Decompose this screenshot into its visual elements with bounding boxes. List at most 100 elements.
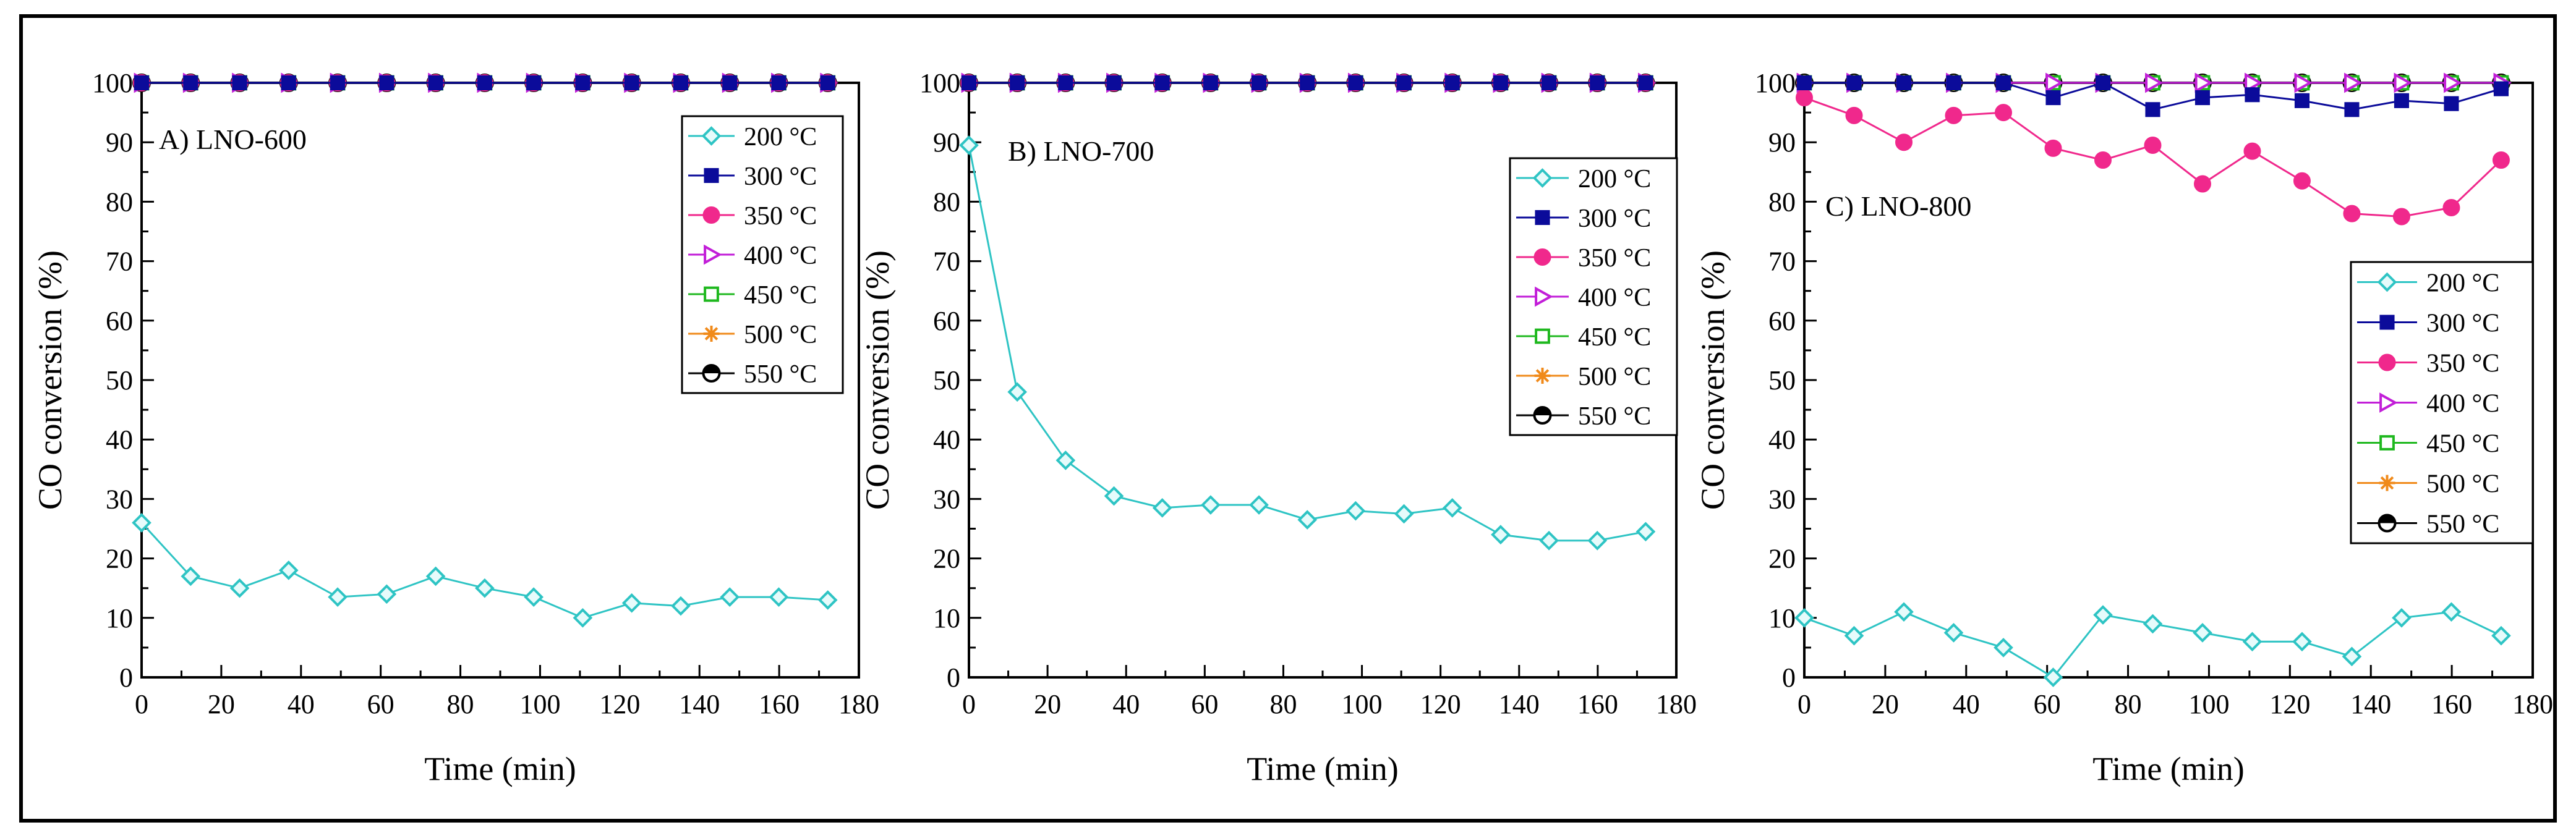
data-point [2344, 102, 2360, 117]
data-point [1945, 106, 1963, 124]
data-point [1995, 75, 2011, 91]
data-point [1106, 75, 1122, 91]
legend-label: 500 °C [744, 321, 817, 349]
legend-label: 450 °C [1578, 323, 1651, 352]
legend-entry: 400 °C [1516, 284, 1651, 312]
data-point [2143, 614, 2163, 634]
data-point [1396, 75, 1412, 91]
legend: 200 °C 300 °C 350 °C 400 °C 450 °C 500 °C 550 … [2350, 261, 2534, 544]
legend-entry: 450 °C [2357, 430, 2499, 459]
data-point [2245, 87, 2260, 103]
data-point [722, 75, 738, 91]
legend-entry: 400 °C [688, 242, 817, 270]
data-point [425, 566, 446, 586]
data-point [2394, 93, 2410, 108]
data-point [232, 75, 247, 91]
data-point [2294, 93, 2310, 108]
data-point [2193, 623, 2212, 643]
legend-label: 300 °C [2426, 310, 2499, 338]
legend-marker [702, 206, 720, 224]
y-tick-label: 0 [1782, 662, 1796, 693]
legend-entry: 550 °C [1516, 402, 1651, 431]
data-point [1590, 75, 1605, 91]
y-axis-label: CO conversion (%) [32, 250, 69, 510]
data-point [2491, 625, 2511, 646]
legend-entry: 300 °C [2357, 310, 2499, 338]
x-tick-label: 40 [1953, 689, 1980, 719]
y-tick-label: 70 [106, 247, 133, 277]
y-tick-label: 30 [933, 484, 960, 514]
legend-entry: 350 °C [2357, 350, 2499, 378]
data-point [1796, 89, 1813, 107]
legend-marker [2379, 392, 2398, 413]
y-tick-label: 90 [106, 127, 133, 158]
y-axis-label: CO conversion (%) [859, 250, 896, 510]
panel-title: B) LNO-700 [1008, 135, 1154, 167]
data-point [624, 75, 639, 91]
legend-marker [1535, 328, 1550, 344]
data-point [132, 513, 151, 533]
data-point [1636, 522, 1656, 542]
data-point [1249, 495, 1269, 515]
legend-entry: 450 °C [1516, 323, 1651, 352]
data-point [2043, 667, 2063, 687]
data-point [1058, 75, 1073, 91]
data-point [2095, 75, 2111, 91]
legend-label: 550 °C [1578, 402, 1651, 431]
legend-marker [1534, 368, 1551, 384]
legend: 200 °C 300 °C 350 °C 400 °C 450 °C 500 °C 550 … [1509, 157, 1678, 436]
y-tick-label: 10 [1768, 603, 1796, 633]
data-point [2292, 632, 2312, 652]
data-point [2045, 90, 2061, 106]
x-tick-label: 80 [447, 689, 474, 719]
data-point [2044, 139, 2062, 157]
panel-title: C) LNO-800 [1825, 190, 1971, 222]
x-axis-label: Time (min) [2092, 750, 2245, 787]
legend-marker [2378, 353, 2396, 371]
data-point [278, 561, 299, 580]
x-tick-label: 140 [1499, 689, 1540, 719]
y-tick-label: 20 [106, 544, 133, 574]
legend-label: 400 °C [1578, 284, 1651, 312]
y-tick-label: 80 [1768, 187, 1796, 217]
x-tick-label: 60 [2034, 689, 2061, 719]
data-point [526, 75, 542, 91]
data-point [1346, 501, 1366, 521]
y-tick-label: 80 [106, 187, 133, 217]
data-point [330, 75, 346, 91]
legend-marker [704, 286, 719, 302]
data-point [1539, 530, 1559, 551]
data-point [1794, 607, 1814, 628]
series-300C [1796, 75, 2509, 117]
data-point [575, 75, 591, 91]
data-point [477, 75, 492, 91]
x-tick-label: 160 [1577, 689, 1618, 719]
y-tick-label: 40 [933, 425, 960, 455]
series-200C [132, 513, 838, 628]
x-tick-label: 60 [367, 689, 395, 719]
data-point [2194, 72, 2214, 93]
legend-label: 550 °C [744, 360, 817, 389]
legend-label: 350 °C [2426, 350, 2499, 378]
data-point [1844, 625, 1864, 646]
y-tick-label: 100 [92, 68, 133, 98]
legend-marker [704, 167, 719, 184]
data-point [1493, 75, 1508, 91]
legend-entry: 350 °C [1516, 244, 1651, 273]
chart-panel-2: 0 20 40 60 80 100 120 140 160 180 0 10 20 30 40 50 60 70 8… [859, 68, 1697, 787]
legend-entry: 500 °C [688, 321, 817, 349]
data-point [2243, 142, 2261, 160]
data-point [2093, 605, 2113, 625]
data-point [2343, 205, 2361, 222]
data-point [2493, 81, 2509, 96]
data-point [959, 135, 979, 155]
x-axis-label: Time (min) [424, 750, 576, 787]
legend-label: 200 °C [1578, 165, 1651, 193]
y-tick-label: 50 [1768, 365, 1796, 396]
legend-entry: 200 °C [2357, 269, 2499, 298]
y-tick-label: 70 [1768, 247, 1796, 277]
legend-entry: 300 °C [1516, 205, 1651, 233]
data-point [2441, 602, 2462, 622]
data-point [2444, 72, 2462, 93]
